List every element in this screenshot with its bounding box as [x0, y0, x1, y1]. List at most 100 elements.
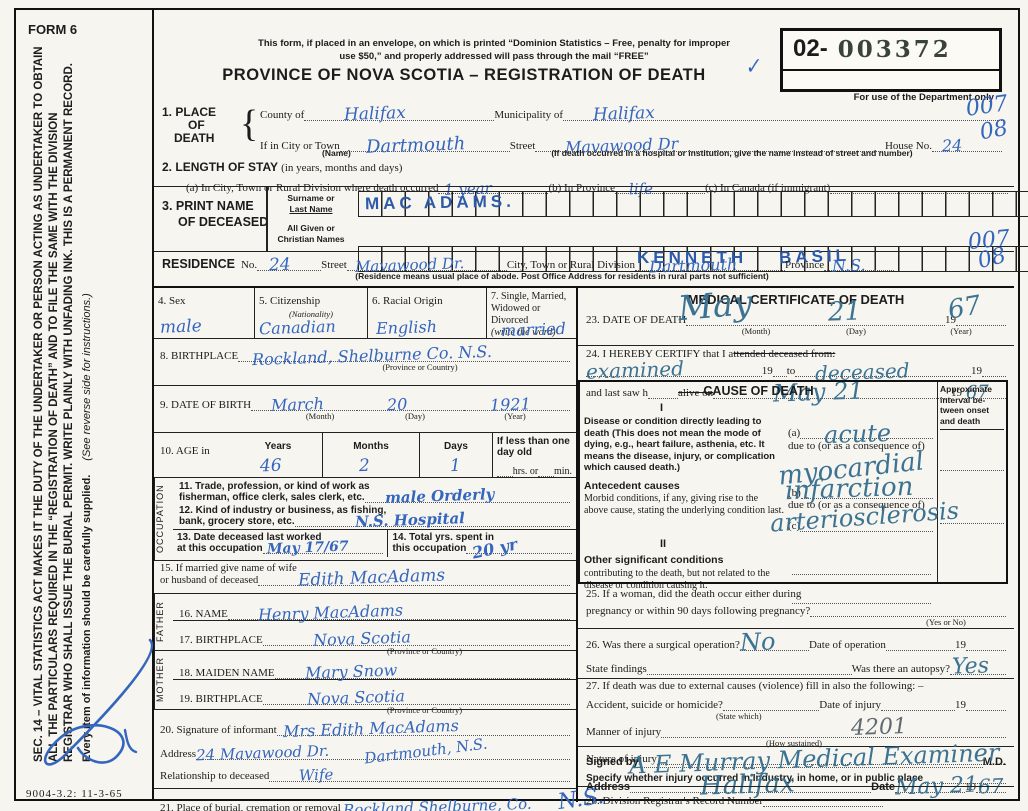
surname-boxes: MAC ADAMS. [358, 191, 1028, 217]
serial-number-box: 02- 003372 [780, 28, 1002, 92]
q1-brace: { [240, 103, 259, 145]
given-name-boxes: KENNETH BASIL [358, 246, 1028, 272]
occupation-vertical-label: OCCUPATION [154, 478, 173, 560]
q3-inner-rule [266, 187, 268, 251]
q27-acc-line [722, 694, 820, 711]
q23-date-of-death: 23. DATE OF DEATH 19 (Month) (Day) (Year… [578, 283, 1014, 346]
q7-value: married [500, 318, 567, 341]
q24-struck: ttended deceased from: [733, 348, 836, 360]
q25-pregnancy: 25. If a woman, did the death occur eith… [578, 584, 1014, 629]
mailing-notice-line2: use $50,” and properly addressed will pa… [339, 50, 649, 62]
q27-specify-label: Specify whether injury occurred in Indus… [586, 773, 924, 784]
cause-b-label: (b) [788, 487, 801, 499]
cause-lead-text: Disease or condition directly leading to… [584, 416, 775, 474]
residence-section: RESIDENCE No. 24 Street Mavawood Dr. Cit… [162, 254, 1008, 281]
q27-injury-date-label: Date of injury [819, 699, 881, 711]
q27-state-note: (State which) [716, 711, 762, 721]
street-line: Mavawood Dr [535, 134, 885, 157]
dept-use-note: For use of the Department only [853, 92, 994, 103]
q24-y3: 19 [951, 387, 962, 399]
q10-days: 1 [449, 455, 462, 477]
q20-addr-line: 24 Mavawood Dr. [196, 742, 570, 764]
q9-month: March [270, 394, 325, 415]
mailing-notice-line1: This form, if placed in an envelope, on … [258, 38, 730, 49]
q1-word3: DEATH [174, 131, 215, 146]
given-label2: Christian Names [277, 234, 345, 245]
q24-hw1: examined [585, 356, 685, 384]
residence-city-line: Dartmouth [635, 254, 785, 277]
residence-city-label: City, Town or Rural Division [506, 259, 635, 271]
q9-month-line: March [251, 394, 358, 415]
q23-month-hw: May [676, 282, 754, 330]
q21-label: 21. Place of burial, cremation or remova… [160, 802, 341, 811]
q27-manner-line: 4201 [661, 714, 1006, 741]
city-label: If in City or Town [260, 140, 340, 152]
q21-line: Rockland Shelburne, Co. [341, 795, 570, 811]
q26-value: No [739, 627, 776, 657]
q27-external: 27. If death was due to external causes … [578, 676, 1014, 784]
form-main: This form, if placed in an envelope, on … [154, 8, 1028, 811]
q23-day-line [815, 309, 946, 326]
residence-note: (Residence means usual place of abode. P… [355, 271, 769, 281]
residence-province-value: N.S. [831, 255, 866, 276]
residence-street-line: Mavawood Dr. [346, 254, 507, 276]
reverse-side-note: (See reverse side for instructions.) [80, 293, 93, 461]
q27-label: 27. If death was due to external causes … [586, 680, 924, 692]
q12-line: N.S. Hospital [294, 509, 570, 531]
q24-y2: 19 [971, 365, 982, 377]
cause-other-line2 [792, 587, 931, 604]
father-vertical-label: FATHER [154, 594, 173, 650]
interval-cell-b [940, 469, 1004, 523]
cause-antecedent-desc: Morbid conditions, if any, giving rise t… [584, 492, 784, 516]
q9-day: 20 [387, 394, 409, 415]
q10-hrs-label: hrs. or [512, 466, 539, 477]
q20-label: 20. Signature of informant [160, 724, 277, 736]
medical-column: MEDICAL CERTIFICATE OF DEATH 23. DATE OF… [578, 283, 1014, 811]
q9-month-note: (Month) [305, 411, 335, 421]
signed-label: Signed by [586, 756, 639, 768]
q18-label: 18. MAIDEN NAME [179, 667, 275, 679]
q15-spouse: 15. If married give name of wife or husb… [154, 561, 576, 594]
q4-7-row: 4. Sex male 5. Citizenship (Nationality)… [154, 288, 576, 341]
q23-year-prefix: 19 [945, 314, 957, 326]
print-code: 9004-3.2: 11-3-65 [26, 788, 123, 800]
q24-y3-line: 67 [962, 382, 1006, 403]
q26-findings-label: State findings [586, 663, 647, 675]
street-label: Street [509, 140, 536, 152]
q28-line [763, 790, 884, 807]
signed-year-line: 67 [976, 774, 1006, 798]
q19-label: 19. BIRTHPLACE [179, 693, 263, 705]
q10-years: 46 [259, 455, 282, 477]
q9-day-line: 20 [357, 394, 464, 415]
q27-nature-label: Nature of injury [586, 753, 657, 765]
cause-c-line: arteriosclerosis [769, 496, 960, 537]
q14-label2: this occupation [392, 543, 467, 554]
residence-city-value: Dartmouth [648, 254, 738, 277]
q9-year: 1921 [489, 394, 531, 415]
q27-specify-line [923, 767, 1006, 784]
q12-value: N.S. Hospital [354, 509, 465, 531]
serial-prefix: 02- [793, 35, 828, 62]
q27-nature-line [656, 748, 1006, 765]
name-note: (Name) [322, 148, 351, 158]
interval-cell-a [940, 428, 1004, 470]
q25-label2: pregnancy or within 90 days following pr… [586, 605, 811, 617]
q21-burial: 21. Place of burial, cremation or remova… [154, 784, 605, 811]
q14-label1: 14. Total yrs. spent in [392, 532, 494, 543]
q10-years-label: Years [264, 441, 292, 452]
q27-code: 4201 [850, 714, 908, 741]
q20-line: Mrs Edith MacAdams [276, 716, 570, 741]
q23-label: 23. DATE OF DEATH [586, 314, 687, 326]
interval-label2: interval be- [940, 394, 986, 405]
q13-value: May 17/67 [266, 538, 349, 558]
q25-note: (Yes or No) [926, 617, 966, 627]
q23-month-note: (Month) [741, 326, 771, 336]
q4-label: 4. Sex [158, 295, 186, 307]
q20-rel-label: Relationship to deceased [160, 770, 270, 782]
q24-from-line: examined [586, 356, 762, 384]
house-no-label: House No. [884, 140, 932, 152]
cause-due1-label: due to (or as a consequence of) [788, 440, 925, 452]
q26-date-line [885, 634, 956, 651]
q1-word1: PLACE [175, 105, 217, 119]
